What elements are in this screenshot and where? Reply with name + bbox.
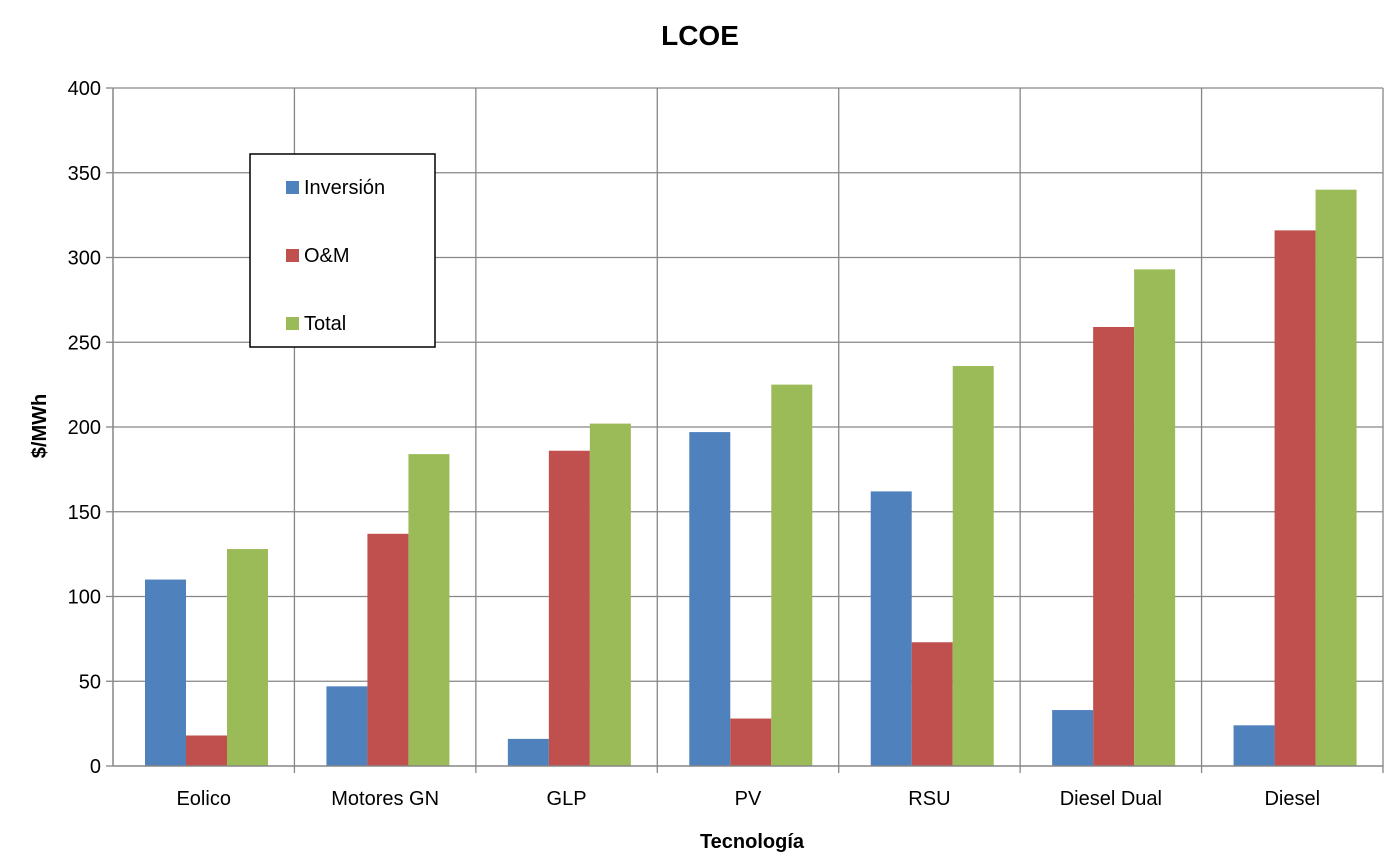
bar-o-m-diesel	[1274, 230, 1316, 766]
legend-swatch	[286, 249, 299, 262]
bar-inversi-n-diesel-dual	[1052, 710, 1094, 766]
legend-label: O&M	[304, 245, 350, 267]
y-tick-label: 0	[90, 756, 101, 778]
bar-total-motores-gn	[408, 454, 450, 766]
bars	[145, 189, 1357, 766]
bar-inversi-n-eolico	[145, 579, 186, 766]
y-tick-label: 350	[68, 163, 101, 185]
x-tick-label: GLP	[547, 788, 587, 810]
bar-total-glp	[589, 423, 631, 766]
bar-inversi-n-diesel	[1233, 725, 1275, 766]
chart-title: LCOE	[661, 20, 739, 51]
bar-inversi-n-rsu	[870, 491, 912, 766]
x-tick-label: Diesel	[1264, 788, 1320, 810]
bar-o-m-glp	[548, 450, 590, 766]
y-tick-label: 150	[68, 502, 101, 524]
y-axis-label: $/MWh	[29, 394, 51, 458]
x-tick-label: RSU	[908, 788, 950, 810]
y-tick-label: 100	[68, 587, 101, 609]
x-tick-label: Diesel Dual	[1060, 788, 1162, 810]
bar-total-diesel	[1315, 189, 1357, 766]
bar-total-eolico	[227, 549, 268, 766]
legend-swatch	[286, 317, 299, 330]
bar-inversi-n-motores-gn	[326, 686, 368, 766]
legend-swatch	[286, 181, 299, 194]
legend-box	[249, 153, 436, 348]
y-tick-label: 300	[68, 248, 101, 270]
x-tick-label: PV	[735, 788, 762, 810]
x-axis-ticks: Eolico Motores GN GLP PV RSU Diesel Dual Diese…	[176, 766, 1384, 810]
legend-label: Inversión	[304, 177, 385, 199]
bar-o-m-motores-gn	[367, 533, 409, 766]
y-tick-label: 250	[68, 332, 101, 354]
y-tick-label: 200	[68, 417, 101, 439]
bar-o-m-pv	[730, 718, 772, 766]
bar-inversi-n-glp	[507, 738, 549, 766]
bar-total-rsu	[952, 365, 994, 766]
x-tick-label: Motores GN	[331, 788, 439, 810]
bar-o-m-diesel-dual	[1093, 326, 1135, 766]
y-axis-ticks: 0 50 100 150 200 250 300 350 400	[68, 78, 113, 778]
bar-total-pv	[771, 384, 813, 766]
legend-label: Total	[304, 313, 346, 335]
y-tick-label: 400	[68, 78, 101, 100]
legend: Inversión O&M Total	[249, 153, 436, 348]
bar-o-m-eolico	[186, 735, 227, 766]
y-tick-label: 50	[79, 671, 101, 693]
x-tick-label: Eolico	[176, 788, 230, 810]
bar-o-m-rsu	[911, 642, 953, 766]
bar-total-diesel-dual	[1134, 269, 1176, 766]
x-axis-label: Tecnología	[700, 831, 805, 853]
bar-inversi-n-pv	[689, 432, 731, 766]
